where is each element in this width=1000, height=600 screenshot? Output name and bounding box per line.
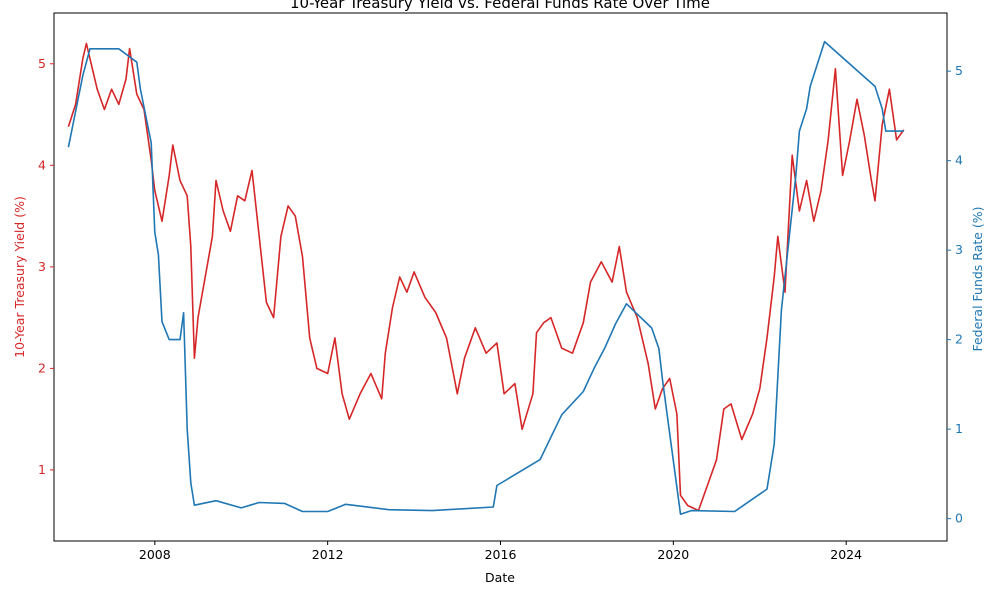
y-left-tick-label: 2 (38, 360, 46, 375)
y-axis-left: 1 2 3 4 5 (38, 56, 54, 477)
x-tick-label: 2020 (657, 547, 689, 562)
x-axis: 2008 2012 2016 2020 2024 (139, 541, 862, 562)
y-right-tick-label: 4 (955, 153, 963, 168)
y-axis-left-title: 10-Year Treasury Yield (%) (12, 196, 27, 358)
plot-frame (53, 12, 948, 542)
y-right-tick-label: 1 (955, 421, 963, 436)
x-axis-title: Date (485, 570, 515, 585)
y-right-tick-label: 5 (955, 63, 963, 78)
x-tick-label: 2016 (485, 547, 517, 562)
y-left-tick-label: 4 (38, 157, 46, 172)
x-tick-label: 2008 (139, 547, 171, 562)
x-tick-label: 2012 (312, 547, 344, 562)
y-right-tick-label: 2 (955, 332, 963, 347)
y-axis-right: 0 1 2 3 4 5 (947, 63, 963, 526)
series-line-left (67, 42, 905, 512)
y-left-tick-label: 1 (38, 462, 46, 477)
x-tick-label: 2024 (830, 547, 862, 562)
y-axis-right-title: Federal Funds Rate (%) (970, 206, 985, 351)
series-line-right (67, 40, 904, 516)
y-right-tick-label: 3 (955, 242, 963, 257)
y-left-tick-label: 5 (38, 56, 46, 71)
y-right-tick-label: 0 (955, 511, 963, 526)
y-left-tick-label: 3 (38, 259, 46, 274)
plot-lines (67, 40, 905, 516)
chart-title: 10-Year Treasury Yield vs. Federal Funds… (290, 0, 710, 12)
